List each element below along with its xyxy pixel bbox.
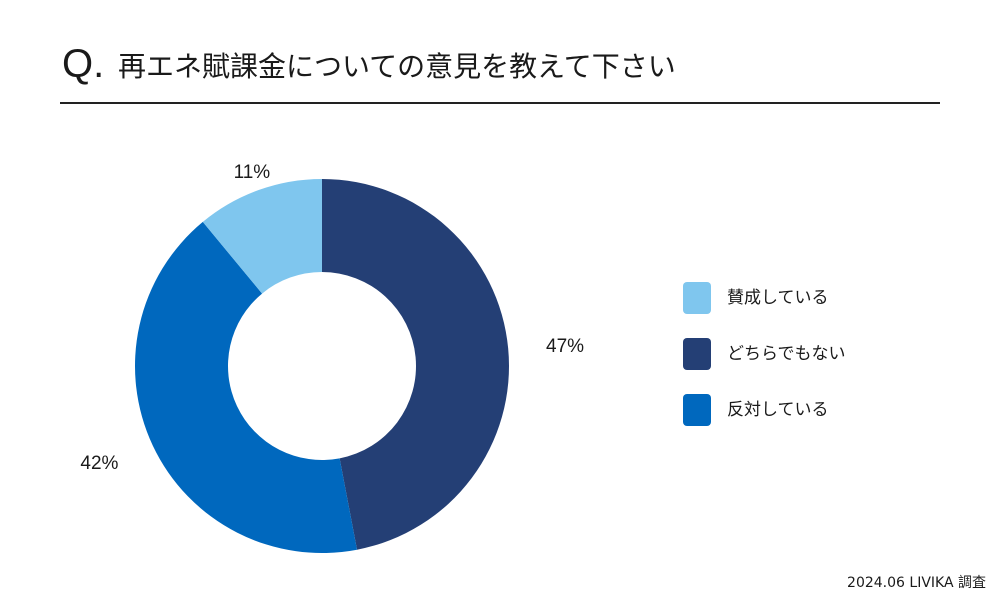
donut-slice-oppose [134,221,358,554]
legend-item-neutral: どちらでもない [683,338,943,370]
donut-slice-support [202,179,322,294]
chart-legend: 賛成している どちらでもない 反対している [683,282,943,450]
legend-label-oppose: 反対している [727,400,829,420]
donut-slices [134,179,510,554]
chart-title: 再エネ賦課金についての意見を教えて下さい [118,50,676,83]
header-divider [60,102,940,104]
chart-header: Q. 再エネ賦課金についての意見を教えて下さい [60,36,940,96]
legend-item-support: 賛成している [683,282,943,314]
slice-label-support: 11% [234,162,271,183]
slice-label-neutral: 47% [546,336,584,357]
legend-label-neutral: どちらでもない [727,344,846,364]
survey-source-note: 2024.06 LIVIKA 調査 [847,575,986,591]
slice-label-oppose: 42% [80,453,118,474]
donut-slice-neutral [322,179,510,550]
legend-label-support: 賛成している [727,288,829,308]
donut-slice-labels: 47% 42% 11% [80,162,584,474]
legend-swatch-support [683,282,711,314]
question-mark-label: Q. [62,42,105,86]
legend-item-oppose: 反対している [683,394,943,426]
legend-swatch-neutral [683,338,711,370]
legend-swatch-oppose [683,394,711,426]
